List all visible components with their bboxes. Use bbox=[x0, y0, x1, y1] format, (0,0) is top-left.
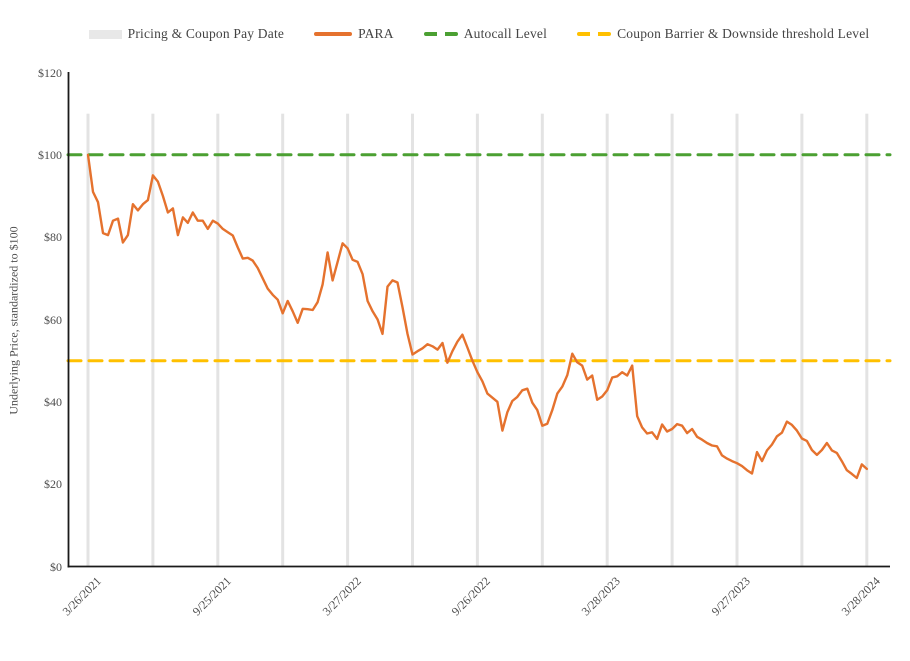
pay-date-gridline bbox=[281, 113, 285, 567]
y-tick-label: $100 bbox=[38, 148, 62, 162]
pay-date-gridline bbox=[540, 113, 544, 567]
legend-item-autocall: Autocall Level bbox=[423, 26, 548, 42]
legend-bar-swatch bbox=[88, 29, 122, 39]
para-price-line bbox=[86, 153, 868, 480]
y-tick-label: $40 bbox=[44, 395, 62, 409]
legend-label: Autocall Level bbox=[463, 26, 548, 41]
pay-date-gridline bbox=[865, 113, 869, 567]
pay-date-gridline bbox=[670, 113, 674, 567]
pay-date-gridline bbox=[216, 113, 220, 567]
legend-item-pricing: Pricing & Coupon Pay Date bbox=[88, 26, 285, 42]
y-tick-label: $80 bbox=[44, 230, 62, 244]
y-tick-label: $20 bbox=[44, 477, 62, 491]
legend-label: Coupon Barrier & Downside threshold Leve… bbox=[617, 26, 870, 41]
y-tick-label: $0 bbox=[50, 560, 62, 574]
chart-legend: Pricing & Coupon Pay Date PARA Autocall Le… bbox=[0, 24, 910, 44]
legend-label: Pricing & Coupon Pay Date bbox=[127, 26, 285, 41]
legend-item-coupon: Coupon Barrier & Downside threshold Leve… bbox=[577, 26, 869, 42]
legend-item-para: PARA bbox=[314, 26, 394, 42]
pay-date-gridline bbox=[475, 113, 479, 567]
y-tick-label: $120 bbox=[38, 66, 62, 80]
legend-line-swatch bbox=[314, 32, 353, 36]
pay-date-gridline bbox=[151, 113, 155, 567]
pay-date-gridline bbox=[605, 113, 609, 567]
pay-date-gridline bbox=[86, 113, 90, 567]
legend-label: PARA bbox=[358, 26, 394, 41]
pay-date-gridline bbox=[346, 113, 350, 567]
pay-date-gridline bbox=[800, 113, 804, 567]
pay-date-gridline bbox=[735, 113, 739, 567]
legend-dashed-swatch bbox=[423, 32, 458, 36]
legend-dashed-swatch bbox=[577, 32, 612, 36]
pay-date-gridline bbox=[411, 113, 414, 567]
y-tick-label: $60 bbox=[44, 313, 62, 327]
